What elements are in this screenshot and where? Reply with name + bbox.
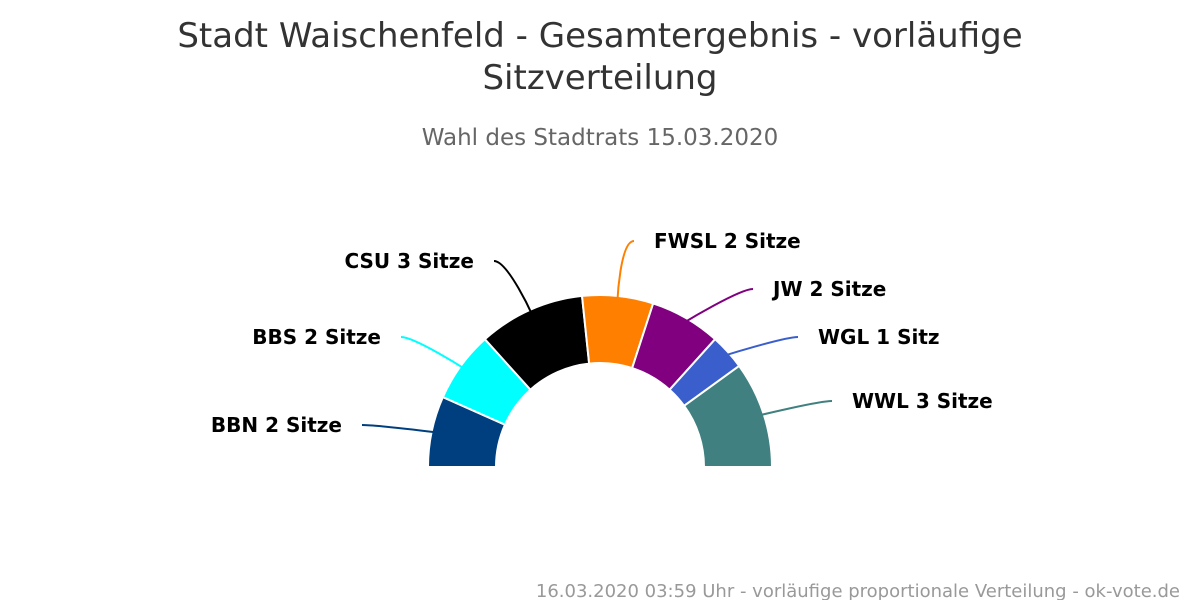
connector-bbn	[361, 424, 438, 434]
connector-csu	[493, 260, 534, 316]
seat-slices	[427, 294, 773, 468]
connector-wgl	[723, 336, 799, 357]
chart-footer-credit: 16.03.2020 03:59 Uhr - vorläufige propor…	[536, 581, 1180, 600]
connector-bbs	[400, 336, 467, 371]
slice-wwl	[683, 364, 773, 468]
connector-fwsl	[616, 240, 635, 302]
label-bbn: BBN 2 Sitze	[211, 413, 342, 437]
chart-title-line-2: Sitzverteilung	[482, 58, 717, 98]
label-wwl: WWL 3 Sitze	[852, 389, 993, 413]
chart-title-line-1: Stadt Waischenfeld - Gesamtergebnis - vo…	[177, 16, 1022, 56]
connector-wwl	[757, 400, 833, 417]
label-bbs: BBS 2 Sitze	[252, 325, 381, 349]
label-wgl: WGL 1 Sitz	[818, 325, 940, 349]
label-fwsl: FWSL 2 Sitze	[654, 229, 801, 253]
chart-subtitle: Wahl des Stadtrats 15.03.2020	[422, 125, 779, 151]
seat-labels: BBN 2 Sitze BBS 2 Sitze CSU 3 Sitze FWSL 2 …	[211, 229, 993, 437]
label-connectors	[361, 240, 833, 434]
connector-jw	[682, 288, 754, 325]
label-jw: JW 2 Sitze	[771, 277, 886, 301]
label-csu: CSU 3 Sitze	[344, 249, 474, 273]
